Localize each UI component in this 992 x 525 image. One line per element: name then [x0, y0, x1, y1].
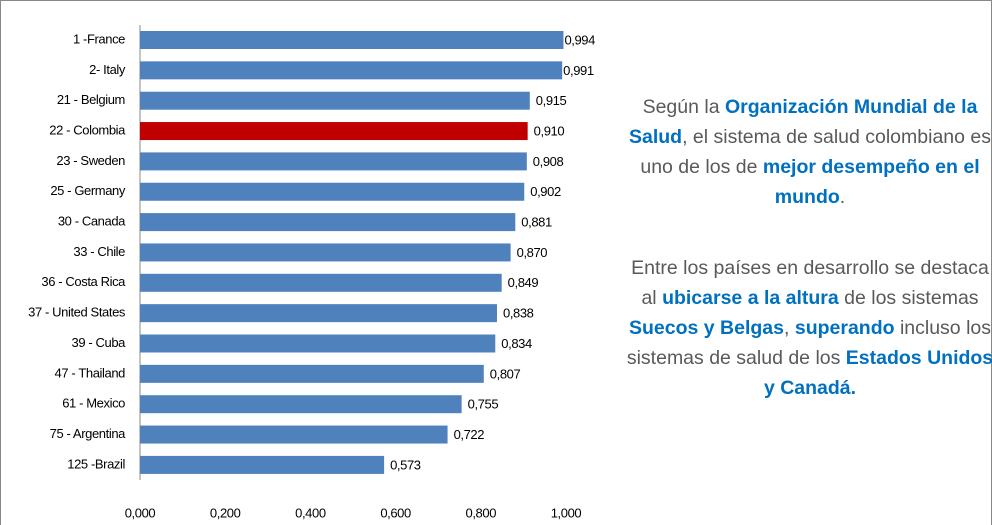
value-label: 0,834	[501, 336, 532, 351]
bar	[140, 152, 527, 171]
bar	[140, 31, 564, 49]
value-label: 0,881	[521, 215, 552, 230]
bar	[140, 213, 516, 232]
x-tick-label: 0,600	[380, 505, 411, 520]
highlight-text: Organización Mundial de la Salud	[628, 96, 978, 148]
category-label: 25 - Germany	[50, 183, 126, 198]
value-label: 0,910	[534, 123, 565, 138]
highlight-text: superando	[794, 317, 895, 339]
paragraph: Según la Organización Mundial de la Salu…	[626, 92, 992, 212]
value-label: 0,722	[454, 427, 485, 442]
bar	[140, 273, 502, 292]
bar	[140, 91, 530, 110]
highlight-text: mejor desempeño en el mundo	[762, 156, 980, 208]
value-label: 0,573	[390, 457, 421, 472]
paragraph: Entre los países en desarrollo se destac…	[626, 253, 992, 403]
bar	[140, 455, 385, 474]
bar	[140, 243, 511, 262]
body-text: de los sistemas	[838, 287, 979, 309]
x-tick-label: 1,000	[551, 505, 582, 520]
value-label: 0,991	[563, 63, 594, 78]
category-label: 47 - Thailand	[55, 365, 126, 380]
x-tick-label: 0,800	[466, 505, 497, 520]
category-label: 37 - United States	[28, 305, 126, 320]
bar	[140, 304, 497, 323]
category-label: 2- Italy	[89, 62, 126, 77]
x-tick-label: 0,000	[125, 505, 156, 520]
bar	[140, 425, 448, 444]
body-text: Entre los países en desarrollo se destac…	[631, 257, 989, 309]
category-label: 30 - Canada	[58, 214, 126, 229]
highlight-text: Estados Unidos y Canadá.	[763, 347, 992, 399]
value-label: 0,870	[517, 245, 548, 260]
bar	[140, 182, 525, 201]
category-label: 39 - Cuba	[72, 335, 127, 350]
body-text: .	[839, 186, 846, 208]
body-text: incluso los sistemas de salud de los	[626, 317, 991, 369]
x-tick-label: 0,200	[210, 505, 241, 520]
x-tick-label: 0,400	[295, 505, 326, 520]
bar	[140, 364, 484, 383]
category-label: 21 - Belgium	[57, 92, 125, 107]
category-label: 36 - Costa Rica	[41, 274, 126, 289]
bar	[140, 334, 496, 353]
highlight-text: Suecos y Belgas	[629, 317, 784, 339]
category-label: 33 - Chile	[73, 244, 125, 259]
bar	[140, 61, 563, 80]
category-label: 75 - Argentina	[50, 426, 127, 441]
value-label: 0,902	[530, 184, 561, 199]
highlight-text: ubicarse a la altura	[662, 287, 839, 309]
value-label: 0,915	[536, 93, 567, 108]
category-label: 22 - Colombia	[49, 122, 126, 137]
bar	[140, 395, 462, 414]
value-label: 0,755	[468, 397, 499, 412]
value-label: 0,908	[533, 154, 564, 169]
body-text: ,	[784, 317, 795, 339]
value-label: 0,994	[564, 32, 595, 47]
body-text: , el sistema de salud colombiano es uno …	[640, 126, 991, 178]
category-label: 1 -France	[73, 31, 125, 46]
text-panel: Según la Organización Mundial de la Salu…	[626, 92, 992, 444]
value-label: 0,849	[508, 275, 539, 290]
category-label: 61 - Mexico	[62, 396, 125, 411]
category-label: 125 -Brazil	[67, 456, 125, 471]
value-label: 0,838	[503, 306, 534, 321]
category-label: 23 - Sweden	[56, 153, 125, 168]
bar	[140, 122, 528, 141]
value-label: 0,807	[490, 366, 521, 381]
body-text: Según la	[642, 96, 725, 118]
